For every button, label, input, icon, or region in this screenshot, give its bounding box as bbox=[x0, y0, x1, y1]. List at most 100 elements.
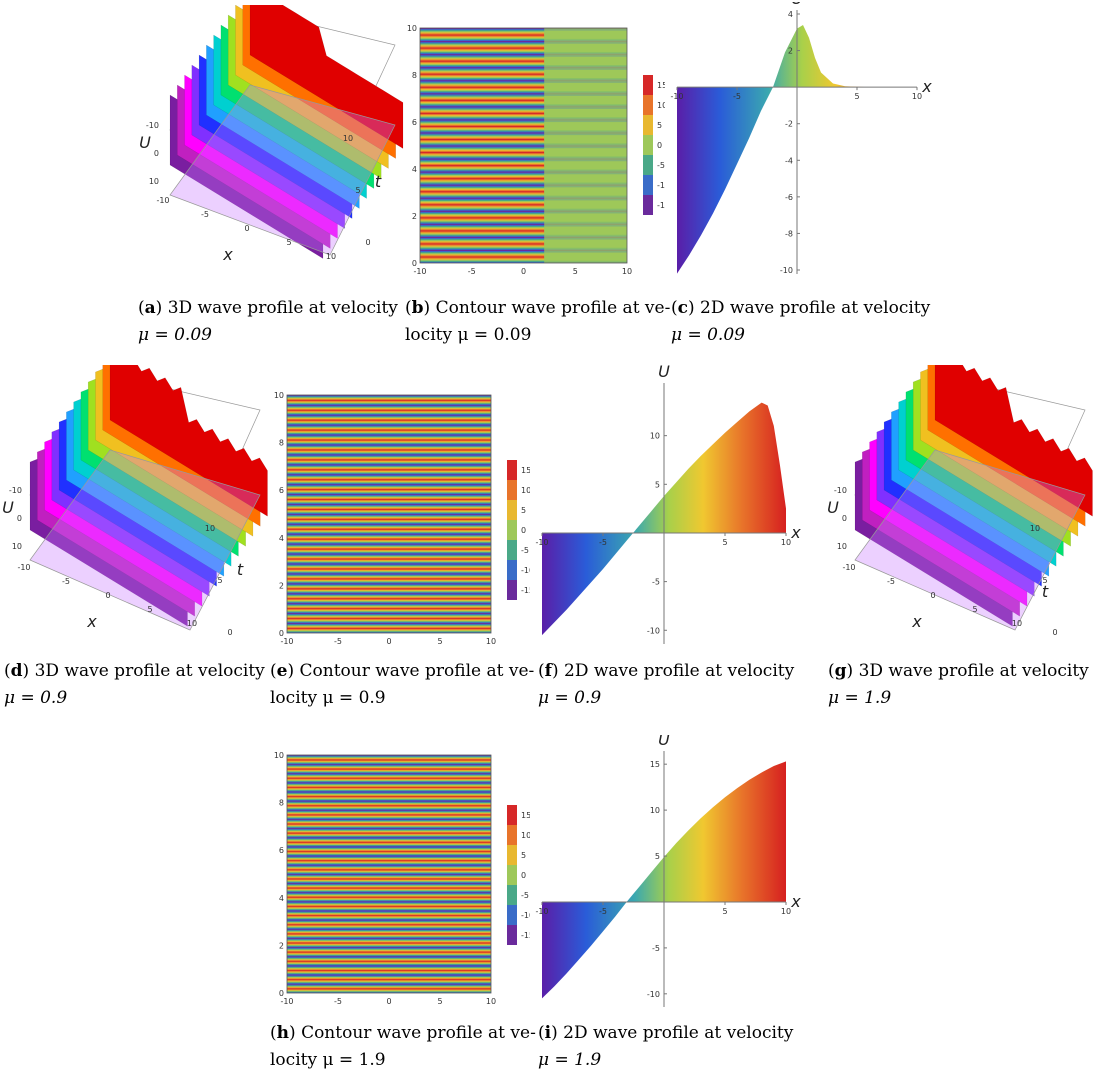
x-tick-label: 5 bbox=[573, 267, 578, 275]
caption-i: (i) 2D wave profile at velocity μ = 1.9 bbox=[538, 1023, 794, 1070]
contour-band bbox=[420, 161, 545, 164]
contour-band bbox=[287, 947, 491, 949]
contour-band bbox=[420, 254, 545, 256]
contour-band bbox=[287, 410, 491, 413]
contour-band bbox=[287, 449, 491, 451]
y-tick-label: 0 bbox=[279, 989, 284, 998]
contour-band bbox=[287, 968, 491, 970]
contour-band bbox=[287, 893, 491, 895]
contour-band bbox=[420, 168, 545, 170]
chart-3d-a: Ux t -10 0 10 -10 -5 0 5 10 0 5 10 bbox=[139, 5, 404, 264]
contour-band bbox=[287, 492, 491, 494]
contour-band bbox=[287, 474, 491, 476]
contour-band bbox=[420, 170, 627, 173]
contour-band bbox=[287, 924, 491, 926]
contour-band bbox=[287, 888, 491, 890]
contour-band bbox=[420, 192, 545, 194]
contour-band bbox=[287, 429, 491, 432]
contour-band bbox=[420, 136, 545, 139]
contour-band bbox=[287, 964, 491, 966]
contour-band bbox=[287, 906, 491, 908]
contour-band bbox=[287, 556, 491, 558]
contour-band bbox=[287, 869, 491, 871]
chart-3d-d: Ux t -10 0 10 -10 -5 0 5 10 0 5 10 bbox=[2, 365, 268, 637]
contour-band bbox=[287, 868, 491, 870]
contour-band bbox=[287, 911, 491, 913]
contour-band bbox=[420, 141, 545, 143]
contour-band bbox=[287, 848, 491, 851]
contour-band bbox=[420, 205, 545, 207]
contour-band bbox=[287, 991, 491, 993]
contour-band bbox=[287, 631, 491, 633]
contour-band bbox=[287, 809, 491, 811]
contour-band bbox=[420, 85, 545, 88]
contour-band bbox=[287, 489, 491, 491]
contour-band bbox=[420, 241, 545, 243]
contour-band bbox=[287, 543, 491, 546]
contour-band bbox=[287, 764, 491, 766]
contour-band bbox=[287, 774, 491, 777]
contour-band bbox=[287, 915, 491, 917]
contour-band bbox=[420, 42, 627, 44]
contour-band bbox=[287, 825, 491, 828]
contour-band bbox=[420, 129, 545, 131]
contour-band bbox=[287, 973, 491, 976]
contour-band bbox=[420, 248, 627, 251]
contour-band bbox=[420, 140, 545, 142]
contour-band bbox=[287, 475, 491, 477]
contour-band bbox=[287, 549, 491, 551]
contour-band bbox=[287, 416, 491, 418]
contour-band bbox=[420, 46, 545, 49]
contour-band bbox=[287, 550, 491, 552]
contour-band bbox=[420, 208, 627, 211]
contour-band bbox=[420, 32, 545, 34]
contour-band bbox=[287, 585, 491, 588]
contour-band bbox=[287, 812, 491, 814]
contour-band bbox=[287, 976, 491, 978]
contour-band bbox=[287, 488, 491, 490]
contour-band bbox=[420, 134, 545, 137]
contour-band bbox=[287, 856, 491, 858]
t-tick-label: 10 bbox=[343, 134, 353, 143]
contour-band bbox=[420, 153, 545, 155]
contour-band bbox=[287, 599, 491, 602]
contour-band bbox=[420, 66, 627, 68]
chart-contour-h: -10 -5 0 5 10 0 2 4 6 8 10 15 10 5 0 -5 -10 -15 bbox=[274, 751, 530, 1005]
contour-band bbox=[287, 882, 491, 884]
contour-band bbox=[287, 909, 491, 912]
contour-band bbox=[420, 31, 545, 33]
contour-band bbox=[287, 902, 491, 904]
contour-band bbox=[287, 934, 491, 936]
contour-band bbox=[287, 566, 491, 569]
chart-2d-f: -10 -5 5 10 10 5 -5 -10 x U bbox=[535, 365, 801, 644]
contour-band bbox=[420, 97, 545, 100]
contour-band bbox=[287, 766, 491, 768]
contour-band bbox=[420, 173, 545, 176]
contour-band bbox=[287, 478, 491, 480]
contour-band bbox=[287, 989, 491, 992]
contour-band bbox=[287, 777, 491, 779]
contour-band bbox=[287, 787, 491, 789]
contour-band bbox=[420, 253, 545, 255]
contour-band bbox=[287, 455, 491, 457]
contour-band bbox=[287, 618, 491, 621]
contour-band bbox=[420, 57, 545, 59]
contour-band bbox=[287, 837, 491, 839]
contour-band bbox=[287, 949, 491, 951]
contour-band bbox=[420, 186, 545, 189]
legend-swatch bbox=[507, 885, 517, 905]
x-tick-label: 10 bbox=[326, 252, 336, 261]
contour-band bbox=[287, 967, 491, 970]
x-tick-label: 5 bbox=[286, 238, 291, 247]
contour-band bbox=[287, 476, 491, 479]
contour-band bbox=[287, 469, 491, 471]
contour-band bbox=[287, 482, 491, 484]
contour-band bbox=[287, 928, 491, 930]
contour-band bbox=[420, 110, 545, 113]
contour-band bbox=[287, 452, 491, 454]
contour-band bbox=[287, 831, 491, 833]
contour-band bbox=[287, 980, 491, 983]
contour-band bbox=[287, 473, 491, 475]
chart-contour-e: -10 -5 0 5 10 0 2 4 6 8 10 15 10 5 0 -5 -10 -15 bbox=[274, 391, 530, 645]
contour-band bbox=[287, 806, 491, 808]
